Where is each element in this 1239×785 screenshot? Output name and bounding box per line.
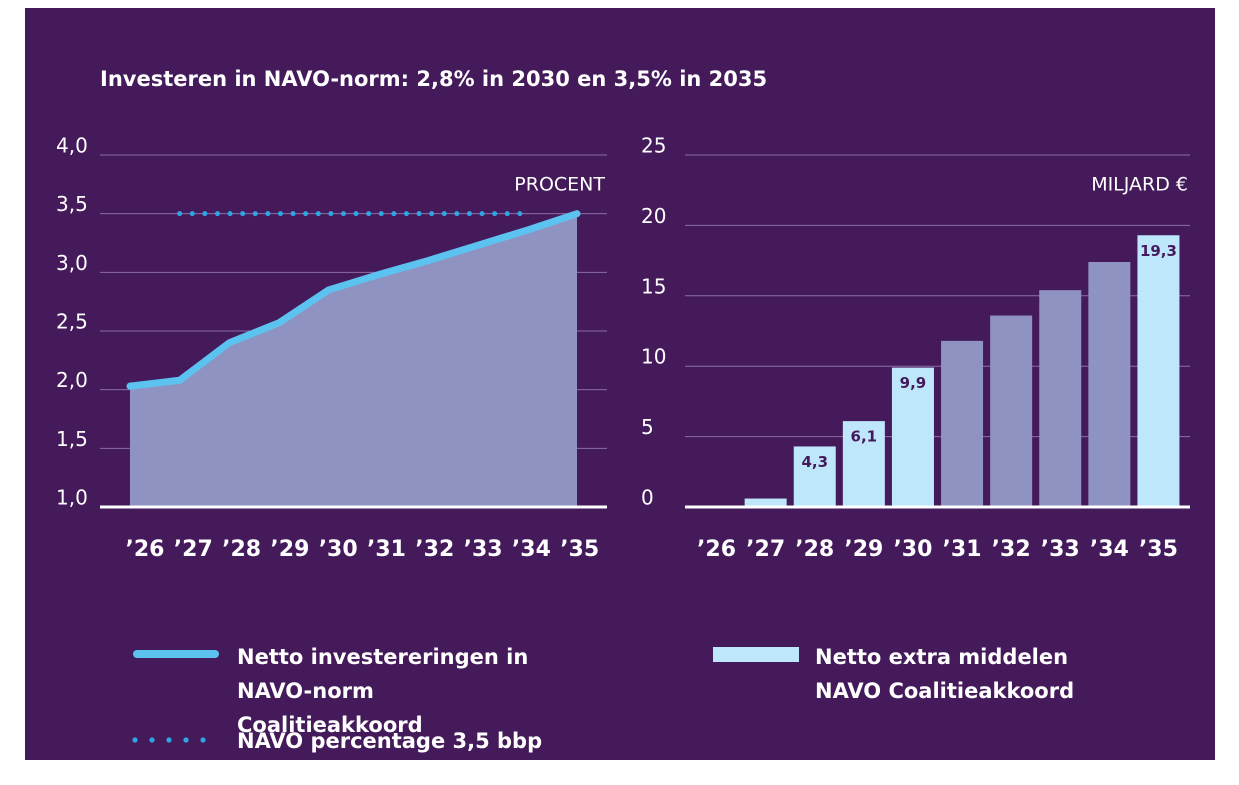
area bbox=[130, 213, 577, 507]
y-tick-label: 20 bbox=[641, 204, 666, 228]
data-label: 19,3 bbox=[1140, 242, 1177, 260]
x-tick-label: ’29 bbox=[844, 537, 883, 562]
y-tick-label: 1,5 bbox=[56, 427, 88, 451]
data-label: 0,6 bbox=[752, 505, 779, 523]
x-tick-label: ’26 bbox=[126, 537, 165, 562]
bar bbox=[941, 340, 984, 507]
data-label: 4,3 bbox=[801, 453, 828, 471]
bar bbox=[891, 367, 934, 507]
unit-label: PROCENT bbox=[514, 174, 605, 196]
legend-label: Netto extra middelen NAVO Coalitieakkoor… bbox=[815, 645, 1075, 703]
legend-swatch bbox=[133, 650, 219, 658]
x-tick-label: ’32 bbox=[992, 537, 1031, 562]
x-tick-label: ’30 bbox=[319, 537, 358, 562]
y-tick-label: 3,5 bbox=[56, 192, 88, 216]
chart-title: Investeren in NAVO-norm: 2,8% in 2030 en… bbox=[100, 67, 767, 91]
x-tick-label: ’34 bbox=[1090, 537, 1129, 562]
bar bbox=[1088, 262, 1131, 507]
bar bbox=[1137, 235, 1180, 508]
x-tick-label: ’28 bbox=[795, 537, 834, 562]
y-tick-label: 10 bbox=[641, 345, 666, 369]
y-tick-label: 25 bbox=[641, 134, 666, 158]
bar bbox=[1039, 290, 1082, 507]
y-tick-label: 2,5 bbox=[56, 310, 88, 334]
x-tick-label: ’26 bbox=[697, 537, 736, 562]
data-label: 9,9 bbox=[900, 374, 927, 392]
x-tick-label: ’33 bbox=[1041, 537, 1080, 562]
legend-swatch bbox=[200, 737, 206, 743]
legend-label: NAVO percentage 3,5 bbp bbox=[237, 729, 543, 753]
x-tick-label: ’34 bbox=[512, 537, 551, 562]
legend-swatch bbox=[713, 647, 799, 662]
bar bbox=[793, 446, 836, 507]
bar bbox=[744, 498, 787, 507]
x-tick-label: ’31 bbox=[943, 537, 982, 562]
legend-label: Netto investereringen in NAVO-norm Coali… bbox=[237, 645, 529, 737]
y-tick-label: 1,0 bbox=[56, 486, 88, 510]
legend-swatch bbox=[166, 737, 172, 743]
y-tick-label: 2,0 bbox=[56, 368, 88, 392]
x-tick-label: ’33 bbox=[464, 537, 503, 562]
legend-swatch bbox=[149, 737, 155, 743]
x-tick-label: ’28 bbox=[222, 537, 261, 562]
y-tick-label: 4,0 bbox=[56, 134, 88, 158]
x-tick-label: ’30 bbox=[893, 537, 932, 562]
x-tick-label: ’35 bbox=[560, 537, 599, 562]
y-tick-label: 0 bbox=[641, 486, 654, 510]
line bbox=[126, 210, 581, 390]
unit-label: MILJARD € bbox=[1091, 174, 1188, 196]
x-tick-label: ’29 bbox=[270, 537, 309, 562]
x-tick-label: ’32 bbox=[415, 537, 454, 562]
data-label: 6,1 bbox=[851, 428, 878, 446]
bar bbox=[842, 421, 885, 507]
legend-swatch bbox=[183, 737, 189, 743]
y-tick-label: 5 bbox=[641, 415, 654, 439]
y-tick-label: 15 bbox=[641, 274, 666, 298]
x-tick-label: ’35 bbox=[1139, 537, 1178, 562]
legend-swatch bbox=[132, 737, 138, 743]
y-tick-label: 3,0 bbox=[56, 251, 88, 275]
x-tick-label: ’27 bbox=[746, 537, 785, 562]
x-tick-label: ’31 bbox=[367, 537, 406, 562]
bar bbox=[990, 315, 1033, 507]
x-tick-label: ’27 bbox=[174, 537, 213, 562]
